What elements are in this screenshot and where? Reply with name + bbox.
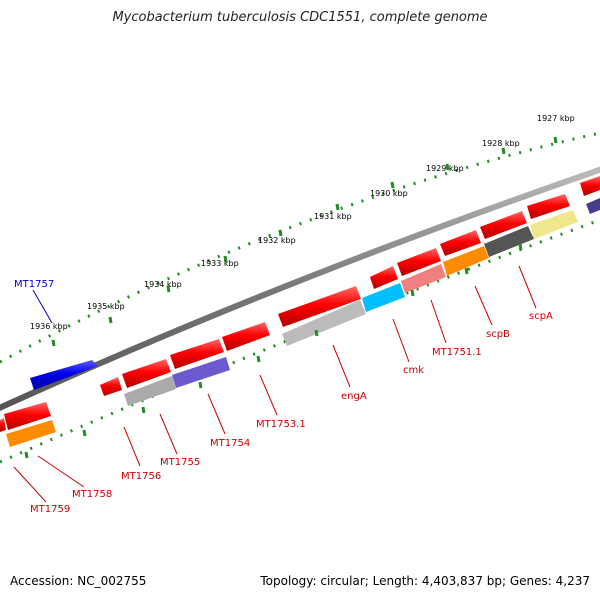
gene-label-scpa[interactable]: scpA [529,311,553,322]
leader-lines [13,265,537,503]
gene-label-scpb[interactable]: scpB [486,329,510,340]
kbp-label: 1936 kbp [30,322,68,331]
gene-mt1757 [30,360,98,390]
gene-cmk [401,264,446,293]
genome-backbone [0,166,600,412]
gene-r3 [440,230,481,256]
gene-r4 [397,248,441,276]
gene-mt1754 [172,357,230,388]
kbp-label: 1929 kbp [426,164,464,173]
kbp-labels: 1927 kbp 1928 kbp 1929 kbp 1930 kbp 1931… [30,114,575,331]
gene-label-mt1759[interactable]: MT1759 [30,504,70,515]
gene-scpa [530,210,578,239]
gene-r8 [170,339,224,369]
forward-genes [30,176,600,390]
gene-mt1755 [124,376,176,406]
kbp-label: 1931 kbp [314,212,352,221]
outer-major-ticks [51,136,558,347]
gene-r11 [4,402,51,430]
gene-enga [362,283,405,312]
gene-r12 [0,418,6,432]
kbp-label: 1933 kbp [201,259,239,268]
gene-label-cmk[interactable]: cmk [403,365,424,376]
gene-label-mt1758[interactable]: MT1758 [72,489,112,500]
kbp-label: 1932 kbp [258,236,296,245]
gene-r9 [122,359,171,388]
gene-r10 [100,377,122,396]
gene-r2 [480,211,527,239]
gene-r6 [278,286,361,327]
gene-label-mt1755[interactable]: MT1755 [160,457,200,468]
gene-label-mt1751-1[interactable]: MT1751.1 [432,347,482,358]
outer-tick-ring [0,131,600,364]
gene-labels: MT1757 scpA scpB MT1751.1 cmk engA MT175… [14,279,553,515]
gene-label-mt1756[interactable]: MT1756 [121,471,161,482]
gene-r1 [527,194,570,219]
gene-r5 [370,266,398,289]
genome-summary-text: Topology: circular; Length: 4,403,837 bp… [260,574,590,588]
map-title: Mycobacterium tuberculosis CDC1551, comp… [112,10,488,25]
inner-major-ticks [24,243,523,459]
gene-r7 [222,322,270,351]
accession-text: Accession: NC_002755 [10,574,147,588]
kbp-label: 1934 kbp [144,280,182,289]
kbp-label: 1930 kbp [370,189,408,198]
gene-mt1758 [6,420,56,447]
gene-scpa-forward [580,176,600,196]
gene-mt1753-1 [282,300,366,346]
gene-label-enga[interactable]: engA [341,391,367,402]
reverse-genes [0,194,600,447]
gene-label-mt1753-1[interactable]: MT1753.1 [256,419,306,430]
gene-label-mt1754[interactable]: MT1754 [210,438,250,449]
gene-mt1751-1 [443,246,489,276]
gene-far-right [586,198,600,214]
gene-label-mt1757[interactable]: MT1757 [14,279,54,290]
kbp-label: 1928 kbp [482,139,520,148]
gene-scpb [484,226,534,257]
kbp-label: 1927 kbp [537,114,575,123]
kbp-label: 1935 kbp [87,302,125,311]
